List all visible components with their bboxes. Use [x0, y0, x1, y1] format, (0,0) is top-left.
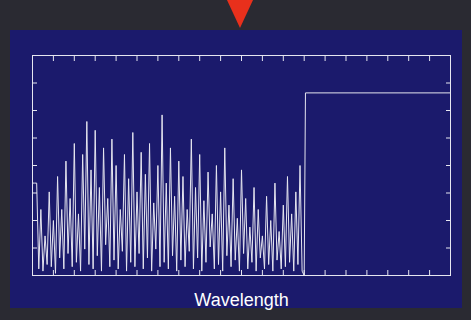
svg-text:Wavelength: Wavelength: [194, 290, 288, 310]
